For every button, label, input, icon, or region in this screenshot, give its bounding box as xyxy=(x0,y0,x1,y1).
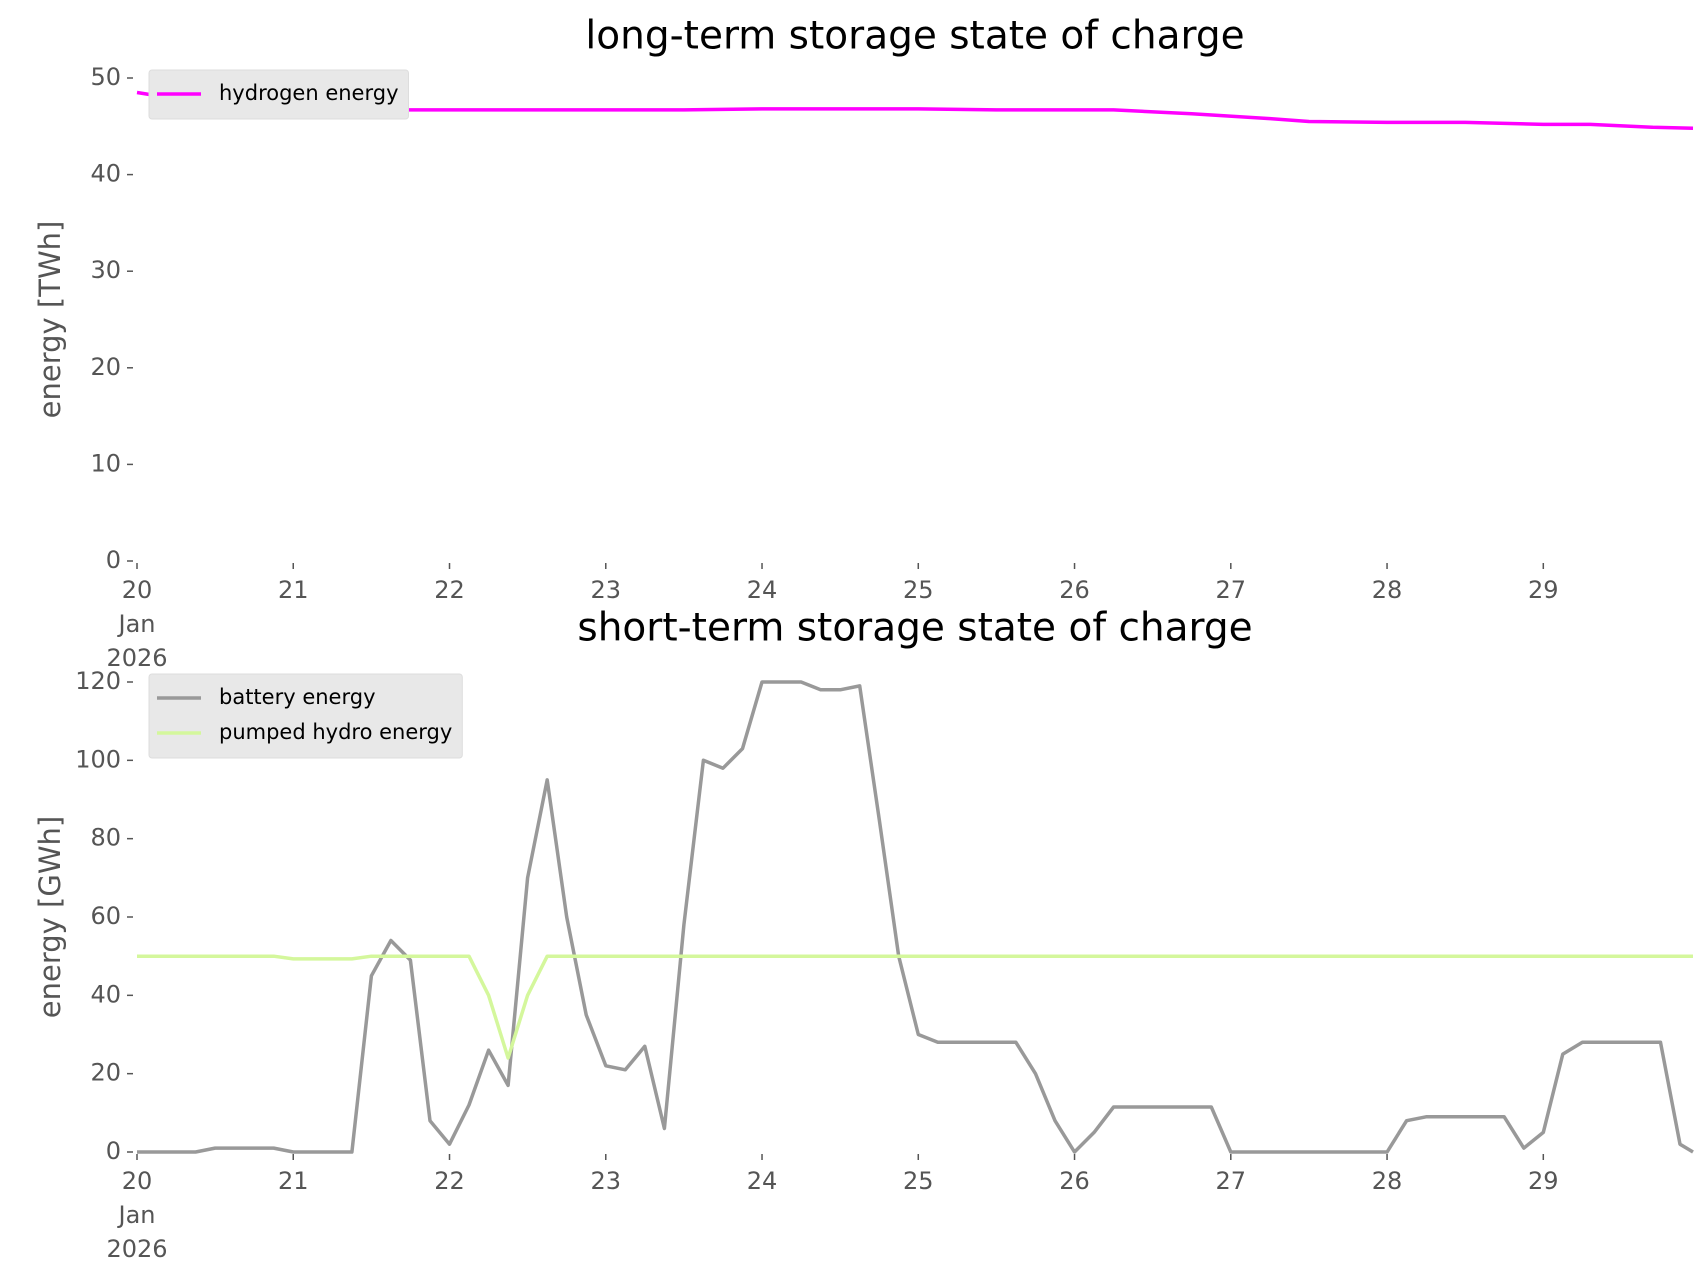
x-tick-label-line: 2026 xyxy=(106,1235,167,1263)
x-tick-label: 24 xyxy=(747,576,778,604)
y-tick-label: 20 xyxy=(90,353,121,381)
x-tick-label: 20 Jan 2026 xyxy=(106,1167,167,1263)
x-tick-label-line: 2026 xyxy=(106,644,167,672)
y-tick-label: 60 xyxy=(90,902,121,930)
y-tick-label: 120 xyxy=(75,667,121,695)
chart-title: short-term storage state of charge xyxy=(577,606,1252,651)
x-tick-label-line: Jan xyxy=(117,1201,156,1229)
x-tick-label: 29 xyxy=(1528,576,1559,604)
y-tick-label: 40 xyxy=(90,980,121,1008)
x-tick-label-line: Jan xyxy=(117,610,156,638)
line xyxy=(137,954,1693,1060)
y-tick-label: 50 xyxy=(90,63,121,91)
x-tick-label: 24 xyxy=(747,1167,778,1195)
legend: battery energy pumped hydro energy xyxy=(148,673,463,759)
x-tick-label: 21 xyxy=(278,576,309,604)
x-tick-label: 25 xyxy=(903,1167,934,1195)
x-tick-label: 20 Jan 2026 xyxy=(106,576,167,672)
x-tick-label: 25 xyxy=(903,576,934,604)
x-tick-label-line: 20 xyxy=(122,576,153,604)
legend-box xyxy=(148,69,409,120)
x-tick-label: 22 xyxy=(434,1167,465,1195)
x-tick-label: 27 xyxy=(1216,576,1247,604)
x-tick-label: 27 xyxy=(1216,1167,1247,1195)
legend-label: battery energy xyxy=(219,685,376,709)
y-tick-label: 10 xyxy=(90,449,121,477)
x-tick-label: 29 xyxy=(1528,1167,1559,1195)
chart-title: long-term storage state of charge xyxy=(585,14,1244,59)
x-tick-label: 26 xyxy=(1059,1167,1090,1195)
y-tick-label: 30 xyxy=(90,256,121,284)
y-axis-label: energy [TWh] xyxy=(33,221,67,419)
y-tick-label: 20 xyxy=(90,1059,121,1087)
legend: hydrogen energy xyxy=(148,69,409,120)
x-tick-label-line: 20 xyxy=(122,1167,153,1195)
x-tick-label: 26 xyxy=(1059,576,1090,604)
y-tick-label: 40 xyxy=(90,160,121,188)
line xyxy=(137,680,1694,1154)
line xyxy=(136,90,1694,130)
y-tick-label: 80 xyxy=(90,824,121,852)
x-tick-label: 23 xyxy=(590,576,621,604)
y-tick-label: 0 xyxy=(106,546,121,574)
x-tick-label: 21 xyxy=(278,1167,309,1195)
y-axis-label: energy [GWh] xyxy=(33,816,67,1018)
x-tick-label: 22 xyxy=(434,576,465,604)
x-tick-label: 28 xyxy=(1372,1167,1403,1195)
legend-label: hydrogen energy xyxy=(219,81,399,105)
x-tick-label: 28 xyxy=(1372,576,1403,604)
y-tick-label: 0 xyxy=(106,1137,121,1165)
y-tick-label: 100 xyxy=(75,745,121,773)
x-tick-label: 23 xyxy=(590,1167,621,1195)
legend-label: pumped hydro energy xyxy=(219,720,452,744)
legend-box xyxy=(148,673,463,759)
